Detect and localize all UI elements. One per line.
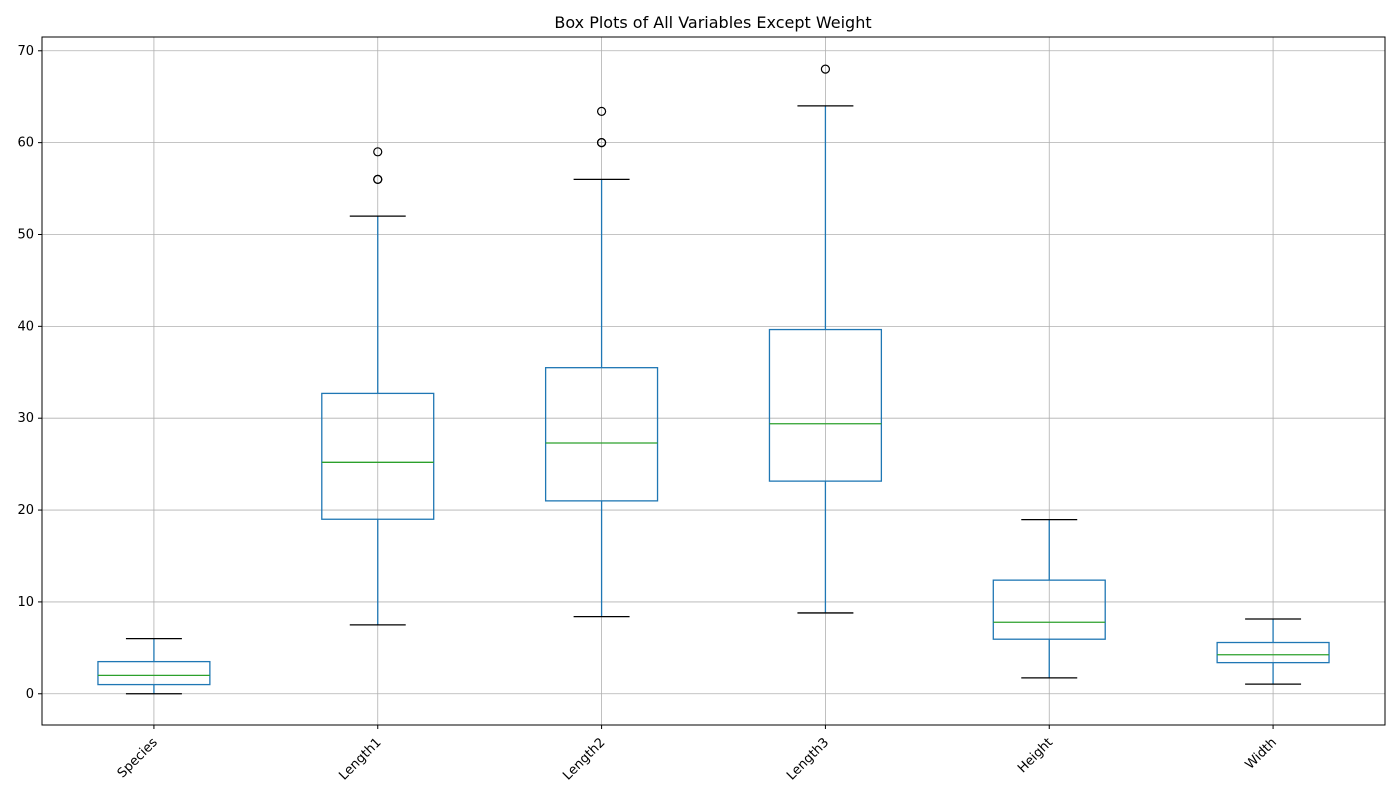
box-height bbox=[992, 518, 1106, 679]
boxes bbox=[97, 64, 1330, 695]
y-tick-label: 20 bbox=[17, 503, 34, 518]
box-length2 bbox=[544, 106, 659, 618]
box-length1 bbox=[321, 147, 435, 626]
outlier-point bbox=[596, 106, 607, 117]
box-body bbox=[992, 579, 1106, 640]
chart-title: Box Plots of All Variables Except Weight bbox=[554, 13, 871, 32]
y-tick-label: 30 bbox=[17, 411, 34, 426]
x-tick-label: Length3 bbox=[784, 735, 832, 783]
x-tick-label: Length1 bbox=[336, 735, 384, 783]
y-tick-label: 70 bbox=[17, 44, 34, 59]
box-species bbox=[97, 638, 211, 695]
grid-lines bbox=[42, 37, 1385, 725]
y-tick-label: 50 bbox=[17, 227, 34, 242]
y-tick-label: 10 bbox=[17, 595, 34, 610]
y-tick-label: 40 bbox=[17, 319, 34, 334]
y-tick-label: 60 bbox=[17, 136, 34, 151]
y-tick-label: 0 bbox=[26, 687, 34, 702]
outlier-point bbox=[373, 147, 383, 157]
x-tick-label: Height bbox=[1015, 735, 1056, 776]
outlier-point bbox=[596, 138, 607, 148]
box-body bbox=[97, 660, 211, 686]
box-body bbox=[321, 392, 435, 520]
outlier-point bbox=[373, 174, 383, 184]
outlier-point bbox=[820, 64, 831, 74]
box-width bbox=[1216, 618, 1330, 685]
box-length3 bbox=[768, 64, 883, 614]
box-body bbox=[768, 328, 883, 482]
box-body bbox=[1216, 641, 1330, 664]
plot-area-frame bbox=[41, 36, 1386, 726]
x-tick-label: Length2 bbox=[560, 735, 608, 783]
axis-ticks: 0 10 20 30 40 50 60 70 Species Length1 Length2 Leng… bbox=[17, 44, 1279, 784]
box-body bbox=[544, 367, 659, 502]
x-tick-label: Width bbox=[1243, 735, 1280, 772]
x-tick-label: Species bbox=[115, 735, 161, 781]
